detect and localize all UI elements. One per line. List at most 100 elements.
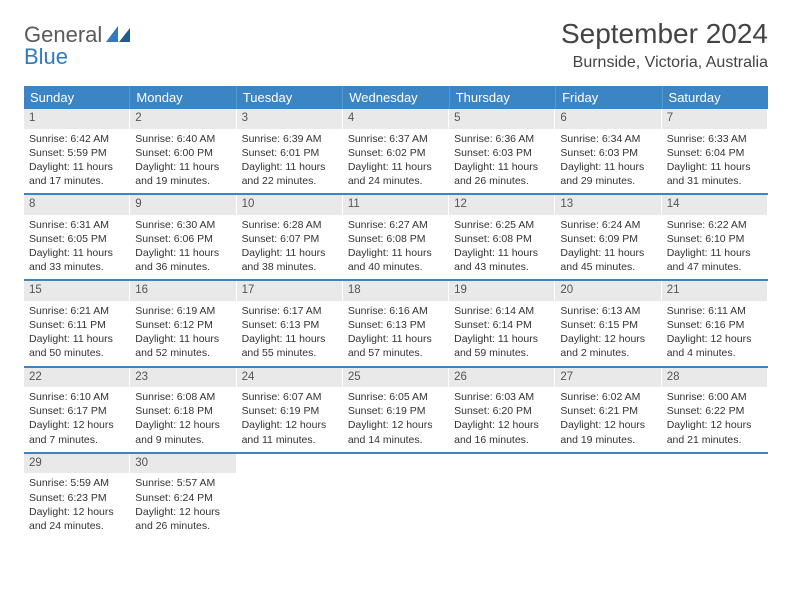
day-cell: 1Sunrise: 6:42 AMSunset: 5:59 PMDaylight… — [24, 109, 130, 193]
weeks-container: 1Sunrise: 6:42 AMSunset: 5:59 PMDaylight… — [24, 109, 768, 538]
day-detail-d2: and 38 minutes. — [242, 260, 337, 274]
day-number: 28 — [662, 368, 767, 388]
month-title: September 2024 — [561, 18, 768, 50]
day-detail-sunset: Sunset: 6:19 PM — [242, 404, 337, 418]
day-number: 12 — [449, 195, 554, 215]
day-number: 10 — [237, 195, 342, 215]
day-detail-sunset: Sunset: 6:02 PM — [348, 146, 443, 160]
day-detail-sunset: Sunset: 6:08 PM — [348, 232, 443, 246]
day-detail-d1: Daylight: 12 hours — [667, 418, 762, 432]
day-detail-d1: Daylight: 11 hours — [29, 160, 124, 174]
day-detail-d1: Daylight: 12 hours — [135, 505, 230, 519]
day-cell: 21Sunrise: 6:11 AMSunset: 6:16 PMDayligh… — [662, 281, 768, 365]
day-cell: 16Sunrise: 6:19 AMSunset: 6:12 PMDayligh… — [130, 281, 236, 365]
day-cell: 13 Sunrise: 6:24 AMSunset: 6:09 PMDayligh… — [555, 195, 661, 279]
day-detail-d2: and 45 minutes. — [560, 260, 655, 274]
day-detail-sunrise: Sunrise: 6:40 AM — [135, 132, 230, 146]
logo-text: General Blue — [24, 24, 130, 68]
day-detail-d1: Daylight: 11 hours — [348, 332, 443, 346]
day-detail-d1: Daylight: 11 hours — [667, 246, 762, 260]
day-detail-d2: and 14 minutes. — [348, 433, 443, 447]
day-detail-d1: Daylight: 12 hours — [667, 332, 762, 346]
day-cell: 7Sunrise: 6:33 AMSunset: 6:04 PMDaylight… — [662, 109, 768, 193]
day-detail-sunrise: Sunrise: 6:19 AM — [135, 304, 230, 318]
day-number: 2 — [130, 109, 235, 129]
day-number: 23 — [130, 368, 235, 388]
day-cell: 20Sunrise: 6:13 AMSunset: 6:15 PMDayligh… — [555, 281, 661, 365]
day-number: 14 — [662, 195, 767, 215]
day-detail-sunset: Sunset: 6:09 PM — [560, 232, 655, 246]
day-detail-d1: Daylight: 12 hours — [242, 418, 337, 432]
day-detail-sunset: Sunset: 6:18 PM — [135, 404, 230, 418]
day-detail-sunrise: Sunrise: 6:30 AM — [135, 218, 230, 232]
day-detail-d1: Daylight: 11 hours — [454, 246, 549, 260]
weekday-thursday: Thursday — [450, 86, 556, 109]
day-number: 13 — [555, 195, 660, 215]
day-detail-d2: and 55 minutes. — [242, 346, 337, 360]
day-detail-d1: Daylight: 11 hours — [242, 246, 337, 260]
header: General Blue September 2024 Burnside, Vi… — [24, 18, 768, 72]
day-cell: 12Sunrise: 6:25 AMSunset: 6:08 PMDayligh… — [449, 195, 555, 279]
day-detail-sunset: Sunset: 6:16 PM — [667, 318, 762, 332]
week-row: 15Sunrise: 6:21 AMSunset: 6:11 PMDayligh… — [24, 281, 768, 367]
day-detail-d2: and 31 minutes. — [667, 174, 762, 188]
day-number: 4 — [343, 109, 448, 129]
day-detail-d2: and 21 minutes. — [667, 433, 762, 447]
weekday-header-row: Sunday Monday Tuesday Wednesday Thursday… — [24, 86, 768, 109]
day-number: 27 — [555, 368, 660, 388]
day-detail-d2: and 11 minutes. — [242, 433, 337, 447]
day-detail-d1: Daylight: 11 hours — [29, 332, 124, 346]
location-text: Burnside, Victoria, Australia — [561, 54, 768, 72]
day-cell: 2Sunrise: 6:40 AMSunset: 6:00 PMDaylight… — [130, 109, 236, 193]
day-number: 20 — [555, 281, 660, 301]
day-detail-sunset: Sunset: 5:59 PM — [29, 146, 124, 160]
weekday-sunday: Sunday — [24, 86, 130, 109]
day-detail-d1: Daylight: 12 hours — [135, 418, 230, 432]
day-detail-sunrise: Sunrise: 6:13 AM — [560, 304, 655, 318]
day-cell — [449, 454, 555, 538]
day-detail-d1: Daylight: 11 hours — [667, 160, 762, 174]
day-number: 25 — [343, 368, 448, 388]
day-number: 15 — [24, 281, 129, 301]
day-detail-sunset: Sunset: 6:08 PM — [454, 232, 549, 246]
day-detail-sunset: Sunset: 6:10 PM — [667, 232, 762, 246]
day-detail-d2: and 2 minutes. — [560, 346, 655, 360]
day-number: 9 — [130, 195, 235, 215]
day-cell: 26Sunrise: 6:03 AMSunset: 6:20 PMDayligh… — [449, 368, 555, 452]
day-cell: 25 Sunrise: 6:05 AMSunset: 6:19 PMDayligh… — [343, 368, 449, 452]
day-detail-sunrise: Sunrise: 6:14 AM — [454, 304, 549, 318]
day-number: 11 — [343, 195, 448, 215]
day-detail-d2: and 4 minutes. — [667, 346, 762, 360]
day-detail-d2: and 26 minutes. — [135, 519, 230, 533]
day-detail-sunrise: Sunrise: 6:05 AM — [348, 390, 443, 404]
day-detail-d2: and 7 minutes. — [29, 433, 124, 447]
day-detail-sunrise: Sunrise: 6:28 AM — [242, 218, 337, 232]
day-detail-sunrise: Sunrise: 6:07 AM — [242, 390, 337, 404]
day-cell: 4Sunrise: 6:37 AMSunset: 6:02 PMDaylight… — [343, 109, 449, 193]
day-detail-d1: Daylight: 12 hours — [348, 418, 443, 432]
day-detail-sunset: Sunset: 6:03 PM — [560, 146, 655, 160]
day-detail-sunrise: Sunrise: 6:33 AM — [667, 132, 762, 146]
day-detail-sunrise: Sunrise: 5:59 AM — [29, 476, 124, 490]
day-detail-d1: Daylight: 11 hours — [454, 160, 549, 174]
day-detail-sunrise: Sunrise: 6:36 AM — [454, 132, 549, 146]
day-cell: 10Sunrise: 6:28 AMSunset: 6:07 PMDayligh… — [237, 195, 343, 279]
day-detail-sunset: Sunset: 6:19 PM — [348, 404, 443, 418]
day-detail-sunrise: Sunrise: 6:24 AM — [560, 218, 655, 232]
day-cell: 14Sunrise: 6:22 AMSunset: 6:10 PMDayligh… — [662, 195, 768, 279]
day-number: 26 — [449, 368, 554, 388]
day-detail-d1: Daylight: 11 hours — [242, 160, 337, 174]
day-detail-d1: Daylight: 11 hours — [560, 246, 655, 260]
day-detail-sunset: Sunset: 6:17 PM — [29, 404, 124, 418]
day-detail-sunset: Sunset: 6:05 PM — [29, 232, 124, 246]
day-detail-sunrise: Sunrise: 5:57 AM — [135, 476, 230, 490]
day-cell: 30Sunrise: 5:57 AMSunset: 6:24 PMDayligh… — [130, 454, 236, 538]
day-cell: 24Sunrise: 6:07 AMSunset: 6:19 PMDayligh… — [237, 368, 343, 452]
day-detail-d2: and 50 minutes. — [29, 346, 124, 360]
day-detail-sunrise: Sunrise: 6:00 AM — [667, 390, 762, 404]
day-detail-d1: Daylight: 11 hours — [135, 332, 230, 346]
day-number: 22 — [24, 368, 129, 388]
day-detail-d1: Daylight: 12 hours — [454, 418, 549, 432]
day-cell: 6Sunrise: 6:34 AMSunset: 6:03 PMDaylight… — [555, 109, 661, 193]
day-detail-sunrise: Sunrise: 6:16 AM — [348, 304, 443, 318]
